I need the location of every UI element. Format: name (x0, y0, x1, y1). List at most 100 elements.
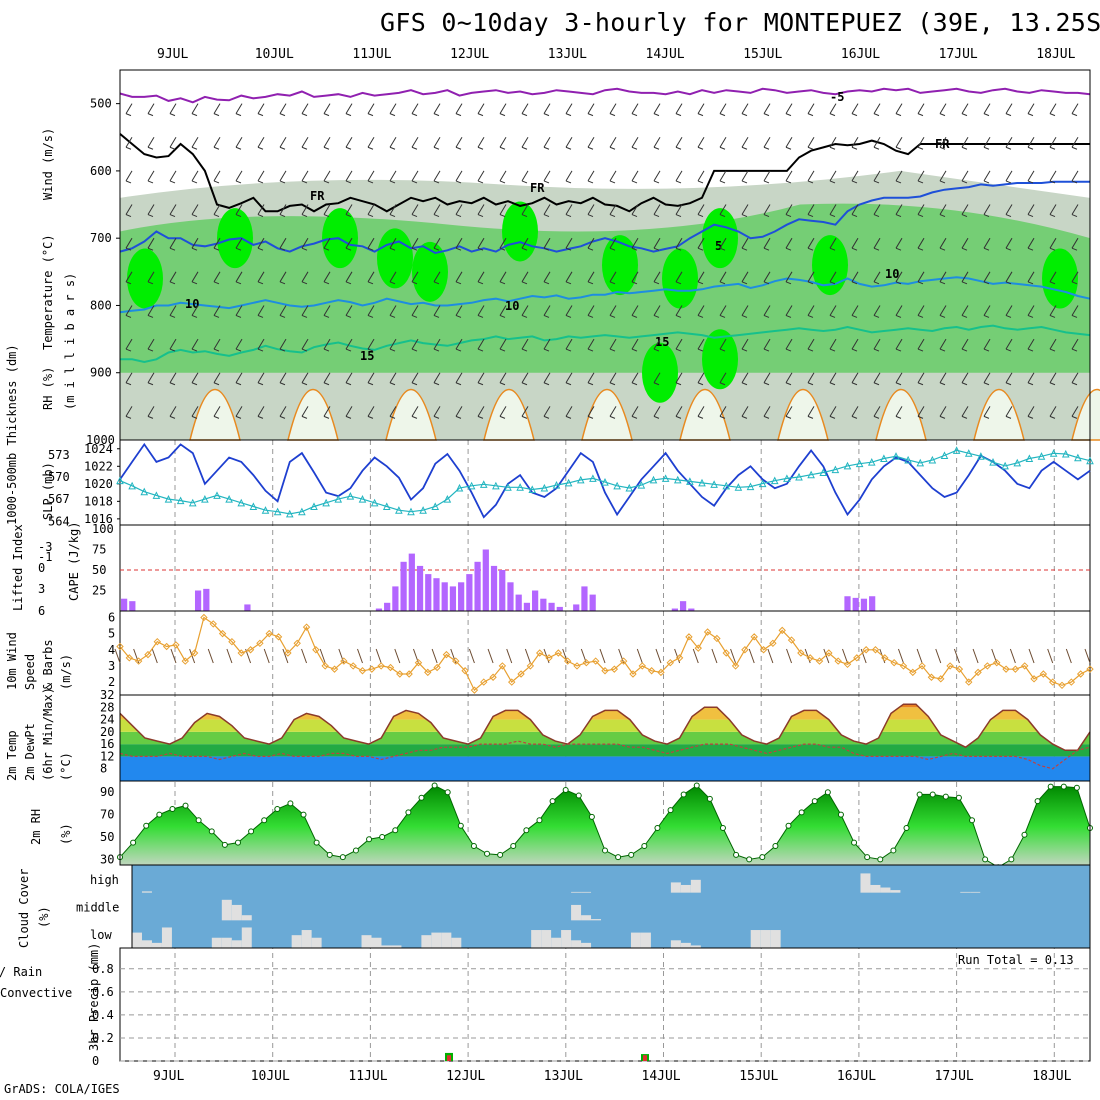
cape-bar (852, 597, 859, 611)
wind-barb-flag (455, 415, 462, 419)
rh-marker (877, 856, 884, 863)
wind-barb-flag (829, 314, 836, 318)
surface-wind-barb (282, 648, 289, 664)
wind-barb (653, 170, 661, 182)
wind-barb-flag (1071, 113, 1078, 117)
thickness-marker (492, 481, 500, 490)
cloud-low-bar (211, 937, 222, 948)
wind-speed-marker (666, 658, 674, 667)
wind-barb-flag (631, 214, 638, 218)
surface-wind-barb (226, 648, 233, 664)
wind-barb (785, 305, 793, 316)
wind-barb-flag (565, 348, 572, 352)
wind-barb-flag (213, 146, 220, 150)
wind-barb (697, 406, 705, 417)
wind-barb (235, 204, 243, 215)
wind-barb-flag (389, 146, 396, 150)
slp-ylabel: SLP (mb) (41, 462, 55, 520)
thickness-marker (455, 483, 464, 492)
wind-barb-flag (961, 281, 968, 285)
contour-label: 10 (185, 297, 199, 311)
wind-barb-flag (631, 281, 638, 285)
wind-barb (895, 372, 903, 383)
wind-barb (323, 406, 331, 417)
wind-speed-marker (983, 662, 992, 670)
wind-barb (851, 372, 859, 383)
wind-barb-flag (1005, 415, 1012, 419)
wind-barb (1049, 170, 1057, 182)
wind-barb-flag (653, 247, 660, 251)
surface-wind-barb (114, 648, 121, 664)
wind-barb-flag (367, 314, 374, 318)
wind-barb (301, 338, 309, 350)
wind-barb-flag (125, 146, 132, 150)
surface-wind-barb (1028, 648, 1035, 664)
rh-bright-blob (127, 248, 163, 309)
wind-barb (609, 103, 617, 114)
wind-barb (213, 237, 221, 249)
cape-bar (556, 606, 563, 611)
wind-barb-flag (323, 180, 330, 184)
wind-barb (257, 237, 265, 249)
wind-barb (301, 170, 309, 182)
wind-barb-flag (411, 348, 418, 352)
wind-speed-marker (1030, 675, 1038, 683)
thickness-marker (1037, 452, 1046, 460)
wind-barb (961, 406, 969, 417)
wind-speed-marker (1086, 665, 1094, 673)
wind-barb-flag (279, 415, 286, 419)
wind-barb (741, 305, 749, 316)
contour-5-line (119, 87, 1091, 104)
thickness-marker (431, 502, 440, 511)
wind-barb (895, 103, 903, 114)
wind-barb (455, 305, 463, 316)
wind-barb-flag (235, 348, 242, 352)
rh-marker (719, 825, 726, 832)
wind-barb (939, 305, 947, 316)
cape-bar (416, 565, 424, 611)
temp-band (120, 704, 1090, 708)
wind-barb-flag (411, 180, 418, 184)
wind-barb-flag (169, 415, 176, 419)
wind-barb (873, 271, 881, 283)
wind-barb-flag (719, 348, 726, 352)
cloud-high-bar (870, 884, 881, 893)
wind-barb-flag (323, 146, 330, 150)
wind-barb (455, 103, 463, 114)
rh-marker (562, 786, 569, 793)
wind-barb-flag (257, 180, 264, 184)
wind-barb-flag (455, 281, 462, 285)
wind-speed-marker (144, 650, 152, 659)
wind-barb-flag (323, 382, 330, 386)
wind-barb-flag (895, 382, 902, 386)
wind-barb (1005, 103, 1013, 114)
wind-barb-flag (257, 314, 264, 318)
wind-barb (213, 406, 221, 417)
wind-barb (851, 103, 859, 114)
wind-barb-flag (543, 382, 550, 386)
wind-barb (807, 338, 815, 350)
wind-barb (697, 338, 705, 350)
wind-barb-flag (631, 314, 638, 318)
wind-barb (1071, 237, 1079, 249)
wind-barb (939, 406, 947, 417)
wind-barb-flag (367, 113, 374, 117)
rh-marker (392, 827, 399, 834)
thickness-marker (213, 491, 221, 499)
wind-barb-flag (609, 314, 616, 318)
wind-barb (565, 271, 573, 283)
wind-barb-flag (499, 415, 506, 419)
wind-barb (389, 305, 397, 316)
rh-marker (706, 795, 713, 802)
wind-barb (169, 137, 177, 148)
date-label-top: 17JUL (939, 47, 978, 62)
wind-barb (257, 103, 265, 114)
wind-barb-flag (851, 214, 858, 218)
wind-barb (543, 204, 551, 215)
wind-barb-flag (1027, 281, 1034, 285)
wind-barb-flag (873, 146, 880, 150)
precip-ylabel-text: 3hr Precip (mm) (87, 943, 101, 1051)
wind-barb-flag (939, 214, 946, 218)
rh-marker (903, 825, 910, 832)
temp-tick-label: 32 (100, 688, 114, 702)
